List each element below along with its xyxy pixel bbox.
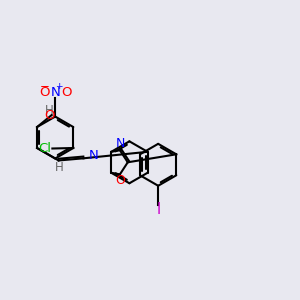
Text: +: + bbox=[55, 82, 62, 91]
Text: I: I bbox=[157, 202, 161, 217]
Text: O: O bbox=[44, 109, 55, 122]
Text: N: N bbox=[50, 85, 60, 99]
Text: O: O bbox=[61, 85, 71, 99]
Text: N: N bbox=[116, 137, 125, 150]
Text: Cl: Cl bbox=[38, 142, 51, 155]
Text: H: H bbox=[55, 161, 64, 174]
Text: O: O bbox=[39, 85, 50, 99]
Text: N: N bbox=[88, 149, 98, 162]
Text: O: O bbox=[116, 174, 125, 187]
Text: −: − bbox=[39, 80, 49, 93]
Text: H: H bbox=[45, 103, 54, 116]
